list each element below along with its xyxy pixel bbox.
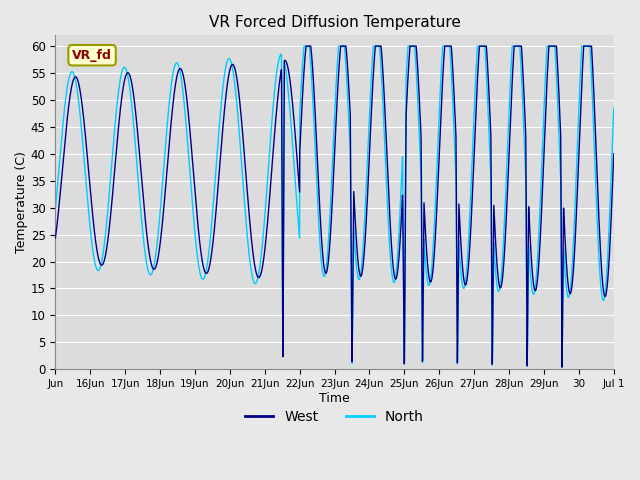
Title: VR Forced Diffusion Temperature: VR Forced Diffusion Temperature bbox=[209, 15, 461, 30]
Legend: West, North: West, North bbox=[240, 404, 429, 429]
Y-axis label: Temperature (C): Temperature (C) bbox=[15, 151, 28, 253]
X-axis label: Time: Time bbox=[319, 392, 350, 405]
Text: VR_fd: VR_fd bbox=[72, 48, 112, 62]
